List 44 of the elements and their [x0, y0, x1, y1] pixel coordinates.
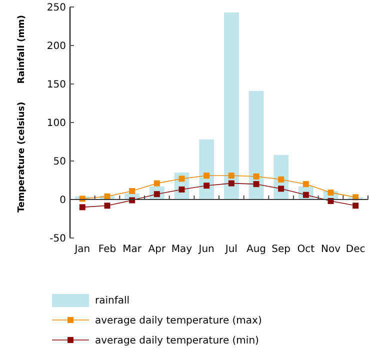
- point: [302, 181, 309, 188]
- point: [129, 188, 136, 194]
- bar: [199, 139, 214, 200]
- y-tick-label: 150: [46, 80, 66, 90]
- y-axis-title: Rainfall (mm): [17, 14, 27, 84]
- x-tick-label: Jun: [198, 244, 214, 255]
- x-tick-label: Oct: [297, 244, 315, 255]
- point: [79, 204, 86, 210]
- point: [228, 172, 234, 179]
- bar: [248, 90, 264, 200]
- y-tick-label: -50: [50, 234, 66, 244]
- point: [278, 176, 284, 182]
- x-tick-label: Feb: [98, 244, 116, 255]
- legend-label: rainfall: [95, 296, 130, 306]
- y2-axis-title: Temperature (celsius): [17, 102, 27, 213]
- x-tick-label: Aug: [246, 244, 266, 255]
- point: [154, 180, 160, 186]
- point: [104, 202, 110, 209]
- point: [204, 172, 210, 179]
- y-tick-label: 100: [46, 118, 66, 129]
- point: [178, 176, 185, 182]
- point: [228, 180, 234, 186]
- x-tick-label: Nov: [320, 244, 341, 255]
- x-tick-label: Sep: [272, 244, 291, 255]
- point: [253, 181, 260, 188]
- x-tick-label: Jul: [224, 244, 238, 255]
- y-tick-label: 250: [46, 2, 66, 14]
- x-tick-label: Mar: [122, 244, 142, 255]
- x-tick-label: Jan: [74, 244, 90, 255]
- point: [253, 173, 260, 180]
- y-tick-label: 0: [60, 195, 66, 206]
- bar: [224, 12, 239, 200]
- x-tick-label: Dec: [346, 244, 366, 255]
- legend-label: average daily temperature (min): [95, 336, 260, 346]
- x-tick-label: Apr: [148, 244, 166, 255]
- point: [204, 182, 210, 189]
- point: [104, 193, 110, 200]
- legend-label: average daily temperature (max): [95, 316, 262, 326]
- point: [178, 186, 185, 192]
- point: [278, 186, 284, 192]
- y-tick-label: 50: [53, 156, 66, 168]
- y-tick-label: 200: [46, 41, 66, 52]
- x-tick-label: May: [171, 244, 192, 255]
- point: [352, 202, 359, 209]
